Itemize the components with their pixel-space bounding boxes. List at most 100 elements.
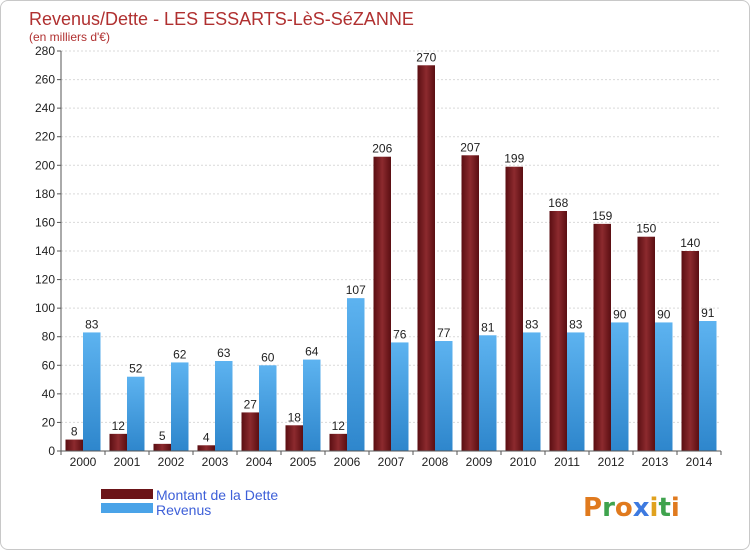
bar-debt	[505, 166, 523, 451]
legend-label-debt: Montant de la Dette	[156, 487, 278, 503]
x-tick-label: 2011	[554, 455, 580, 469]
bars: 8 83 12 52 5 62 4 63 27 60 18 64 12 107 206 76 270 77 207 8…	[65, 50, 717, 452]
y-tick-label: 100	[35, 301, 55, 315]
legend-swatch-divider	[101, 499, 153, 503]
bar-revenue	[435, 341, 453, 451]
data-label-revenue: 76	[393, 327, 407, 341]
bar-debt	[241, 412, 259, 451]
x-tick-label: 2001	[114, 455, 141, 469]
bar-debt	[461, 155, 479, 452]
y-tick-label: 200	[35, 158, 55, 172]
y-tick-label: 280	[35, 44, 55, 58]
y-tick-label: 160	[35, 215, 55, 229]
bar-debt	[109, 433, 127, 451]
data-label-debt: 168	[548, 196, 568, 210]
data-label-revenue: 91	[701, 306, 715, 320]
legend-swatch-revenue	[101, 503, 153, 513]
bar-revenue	[391, 342, 409, 451]
data-label-debt: 206	[372, 142, 392, 156]
bar-revenue	[171, 362, 189, 451]
bar-debt	[329, 433, 347, 451]
bar-revenue	[83, 332, 101, 451]
y-tick-label: 140	[35, 244, 55, 258]
x-tick-label: 2014	[686, 455, 713, 469]
y-tick-label: 120	[35, 273, 55, 287]
legend-swatch-debt	[101, 489, 153, 499]
y-tick-label: 240	[35, 101, 55, 115]
bar-revenue	[699, 321, 717, 451]
bar-revenue	[611, 322, 629, 451]
y-tick-label: 260	[35, 73, 55, 87]
data-label-debt: 12	[332, 419, 346, 433]
y-tick-label: 60	[42, 358, 56, 372]
bar-debt	[593, 223, 611, 451]
data-label-debt: 18	[288, 410, 302, 424]
bar-revenue	[523, 332, 541, 451]
bar-debt	[637, 236, 655, 451]
proxiti-logo: Proxiti	[583, 493, 680, 523]
x-tick-label: 2012	[598, 455, 625, 469]
x-tick-label: 2008	[422, 455, 449, 469]
data-label-revenue: 83	[85, 317, 99, 331]
data-label-debt: 12	[112, 419, 126, 433]
x-tick-label: 2005	[290, 455, 317, 469]
bar-debt	[65, 439, 83, 451]
bar-revenue	[215, 361, 233, 451]
x-axis: 2000 2001 2002 2003 2004 2005 2006 2007 2008 2009…	[60, 450, 722, 469]
data-label-debt: 207	[460, 140, 480, 154]
y-tick-label: 0	[48, 444, 55, 458]
bar-revenue	[567, 332, 585, 451]
x-tick-label: 2010	[510, 455, 537, 469]
y-tick-label: 80	[42, 330, 56, 344]
data-label-debt: 270	[416, 50, 436, 64]
x-tick-label: 2013	[642, 455, 669, 469]
data-label-debt: 150	[636, 222, 656, 236]
y-axis: 0 20 40 60 80 100 120 140 160 180 200 220 240 260 280	[35, 44, 62, 458]
data-label-debt: 27	[244, 397, 258, 411]
data-label-revenue: 64	[305, 345, 319, 359]
data-label-revenue: 107	[346, 283, 366, 297]
data-label-revenue: 52	[129, 362, 143, 376]
data-label-revenue: 77	[437, 326, 451, 340]
bar-debt	[681, 251, 699, 451]
x-tick-label: 2004	[246, 455, 273, 469]
data-label-revenue: 83	[569, 317, 583, 331]
data-label-revenue: 63	[217, 346, 231, 360]
chart-subtitle: (en milliers d'€)	[29, 30, 110, 44]
data-label-debt: 140	[680, 236, 700, 250]
x-tick-label: 2003	[202, 455, 229, 469]
legend-label-revenue: Revenus	[156, 502, 211, 518]
data-label-debt: 159	[592, 209, 612, 223]
y-tick-label: 180	[35, 187, 55, 201]
y-tick-label: 40	[42, 387, 56, 401]
x-tick-label: 2000	[70, 455, 97, 469]
bar-debt	[197, 445, 215, 451]
data-label-revenue: 83	[525, 317, 539, 331]
data-label-debt: 5	[159, 429, 166, 443]
x-tick-label: 2002	[158, 455, 185, 469]
bar-debt	[373, 156, 391, 451]
x-tick-label: 2009	[466, 455, 493, 469]
bar-revenue	[655, 322, 673, 451]
x-tick-label: 2007	[378, 455, 405, 469]
data-label-debt: 199	[504, 152, 524, 166]
bar-debt	[549, 211, 567, 451]
data-label-debt: 8	[71, 425, 78, 439]
legend: Montant de la Dette Revenus	[101, 487, 278, 518]
data-label-revenue: 81	[481, 320, 495, 334]
data-label-revenue: 90	[613, 307, 627, 321]
logo-text: Proxiti	[583, 493, 680, 523]
chart-title: Revenus/Dette - LES ESSARTS-LèS-SéZANNE	[29, 9, 414, 29]
bar-revenue	[479, 335, 497, 451]
bar-revenue	[259, 365, 277, 451]
bar-debt	[417, 65, 435, 452]
data-label-debt: 4	[203, 430, 210, 444]
x-tick-label: 2006	[334, 455, 361, 469]
bar-revenue	[347, 298, 365, 451]
data-label-revenue: 62	[173, 347, 187, 361]
y-tick-label: 20	[42, 415, 56, 429]
bar-revenue	[303, 359, 321, 451]
bar-revenue	[127, 376, 145, 451]
